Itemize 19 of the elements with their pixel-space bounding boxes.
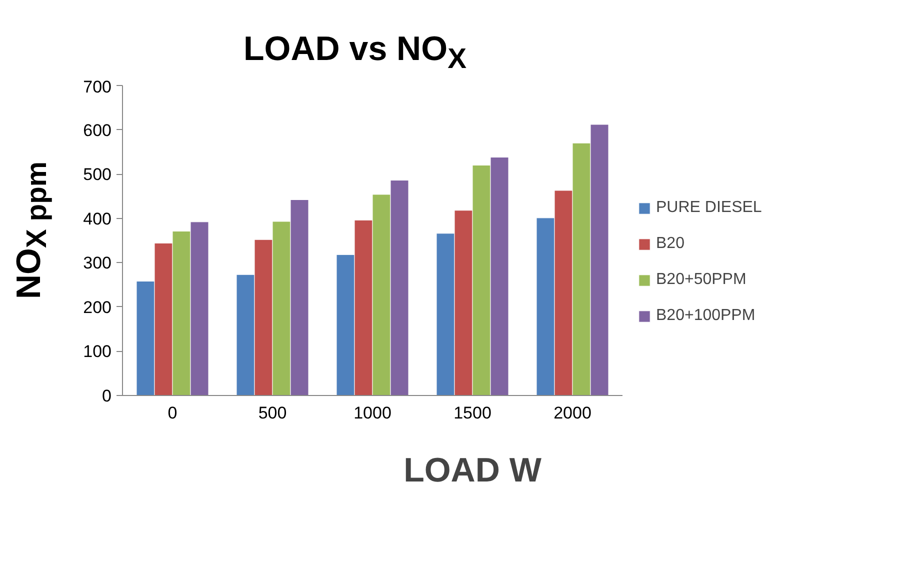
legend-label: PURE DIESEL xyxy=(656,199,762,217)
legend-label: B20+50PPM xyxy=(656,271,746,289)
x-tick-label: 0 xyxy=(168,404,178,422)
y-tick-label: 600 xyxy=(83,120,112,140)
x-tick-label: 1500 xyxy=(454,404,492,422)
legend-label: B20+100PPM xyxy=(656,307,756,325)
y-tick-label: 100 xyxy=(83,342,112,362)
y-tick-label: 200 xyxy=(83,298,112,317)
y-tick-label: 700 xyxy=(83,78,112,96)
x-tick-label: 2000 xyxy=(554,404,592,422)
chart-title: LOAD vs NO$_{X}$ xyxy=(244,29,466,77)
x-tick-label: 1000 xyxy=(354,404,392,422)
y-tick-label: 400 xyxy=(83,209,112,228)
x-axis-title: LOAD W xyxy=(404,452,542,490)
x-tick-label: 500 xyxy=(258,404,287,422)
legend-label: B20 xyxy=(656,235,684,253)
y-tick-label: 300 xyxy=(83,254,112,273)
y-tick-label: 0 xyxy=(102,386,112,406)
y-tick-label: 500 xyxy=(83,165,112,184)
